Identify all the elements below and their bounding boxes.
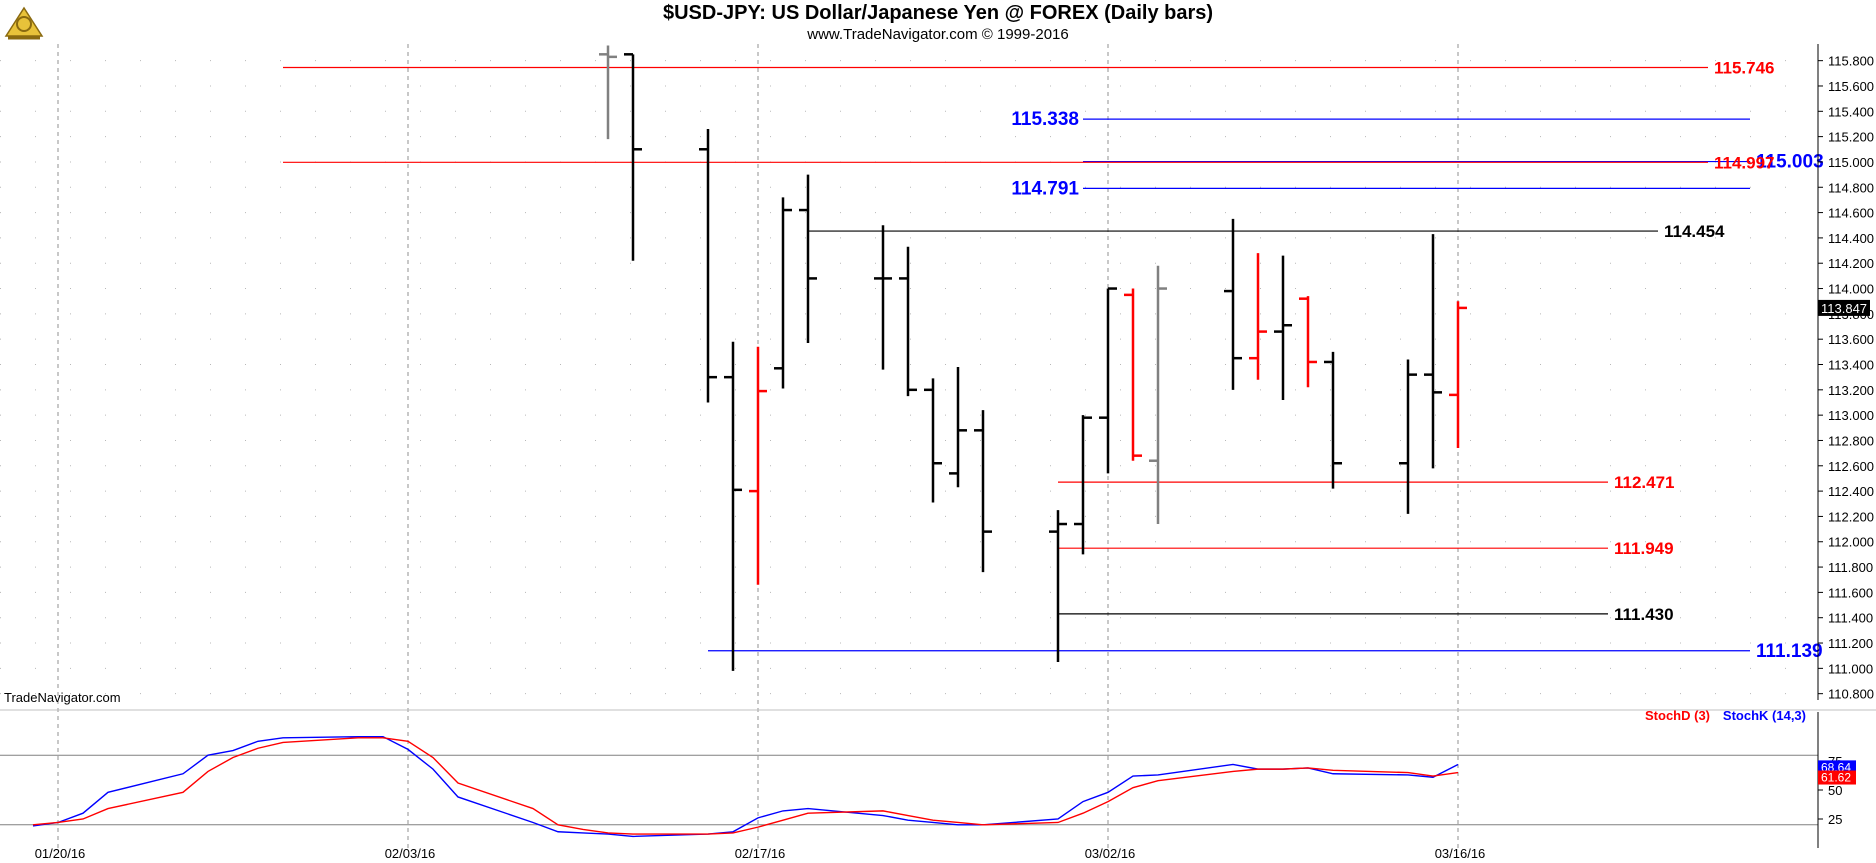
ohlc-bar — [899, 246, 917, 397]
ohlc-bar — [1299, 296, 1317, 388]
ohlc-bar — [774, 197, 792, 389]
price-tick-label: 112.800 — [1828, 433, 1874, 448]
price-tick-label: 111.600 — [1828, 585, 1873, 600]
ohlc-bar — [974, 410, 992, 573]
price-tick-label: 115.400 — [1828, 104, 1874, 119]
ohlc-bar — [1099, 287, 1117, 474]
legend-stochd: StochD (3) — [1645, 708, 1710, 723]
price-tick-label: 115.800 — [1828, 54, 1874, 69]
stoch-series-line — [32, 737, 1459, 835]
ohlc-bar — [1399, 359, 1417, 514]
x-tick-label: 03/02/16 — [1085, 846, 1136, 861]
stoch-series-line — [32, 735, 1459, 838]
level-label: 111.949 — [1614, 539, 1674, 558]
ohlc-bar — [1449, 301, 1467, 449]
ohlc-bar — [1124, 288, 1142, 461]
price-tick-label: 114.600 — [1828, 206, 1874, 221]
price-tick-label: 112.200 — [1828, 509, 1874, 524]
stoch-tick-label: 50 — [1828, 783, 1842, 798]
ohlc-bar — [749, 346, 767, 585]
price-tick-label: 113.000 — [1828, 408, 1874, 423]
price-tick-label: 115.000 — [1828, 155, 1874, 170]
price-tick-label: 111.400 — [1828, 611, 1873, 626]
price-grid — [0, 44, 1818, 848]
ohlc-bar — [924, 378, 942, 503]
ohlc-bar — [1249, 253, 1267, 380]
price-tick-label: 115.600 — [1828, 79, 1874, 94]
level-label: 114.997 — [1714, 153, 1775, 172]
price-tick-label: 113.400 — [1828, 358, 1874, 373]
stochd-value-box — [1818, 770, 1856, 785]
level-label: 114.791 — [1011, 178, 1079, 199]
ohlc-bar — [624, 53, 642, 261]
ohlc-bar — [599, 45, 617, 140]
ohlc-bar — [1224, 218, 1242, 390]
price-tick-label: 114.200 — [1828, 256, 1874, 271]
x-tick-label: 03/16/16 — [1435, 846, 1486, 861]
level-label: 115.338 — [1011, 109, 1079, 130]
price-tick-label: 110.800 — [1828, 687, 1874, 702]
price-tick-label: 114.800 — [1828, 180, 1874, 195]
axes: 01/20/16 02/03/16 02/17/16 03/02/16 03/16/16… — [0, 44, 1876, 861]
x-tick-label: 02/03/16 — [385, 846, 436, 861]
last-price-box — [1818, 299, 1870, 316]
price-tick-label: 113.200 — [1828, 383, 1874, 398]
ohlc-bar — [1149, 265, 1167, 525]
price-tick-label: 112.000 — [1828, 535, 1874, 550]
x-tick-label: 01/20/16 — [35, 846, 86, 861]
price-tick-label: 114.400 — [1828, 231, 1874, 246]
ohlc-bar — [949, 367, 967, 488]
price-tick-label: 111.200 — [1828, 636, 1873, 651]
price-tick-label: 113.600 — [1828, 332, 1874, 347]
legend-stochk: StochK (14,3) — [1723, 708, 1806, 723]
ohlc-bar — [1424, 234, 1442, 469]
x-tick-label: 02/17/16 — [735, 846, 786, 861]
ohlc-bar — [1324, 351, 1342, 489]
price-tick-label: 114.000 — [1828, 282, 1874, 297]
ohlc-bar — [874, 225, 892, 370]
last-price-label: 113.847 — [1821, 301, 1867, 316]
chart-subtitle: www.TradeNavigator.com © 1999-2016 — [807, 26, 1069, 43]
sextant-logo-icon — [4, 6, 44, 40]
watermark: TradeNavigator.com — [4, 690, 121, 705]
level-label: 112.471 — [1614, 473, 1675, 492]
ohlc-bar — [1049, 510, 1067, 663]
price-tick-label: 111.000 — [1828, 661, 1873, 676]
price-tick-label: 111.800 — [1828, 560, 1873, 575]
stoch-tick-label: 25 — [1828, 812, 1842, 827]
chart-title: $USD-JPY: US Dollar/Japanese Yen @ FOREX… — [662, 2, 1214, 24]
ohlc-bar — [699, 129, 717, 403]
level-label: 115.003 — [1756, 152, 1824, 173]
ohlc-bar — [1274, 255, 1292, 400]
price-tick-label: 112.600 — [1828, 459, 1874, 474]
stochd-value-label: 61.62 — [1821, 771, 1851, 785]
ohlc-bar — [724, 341, 742, 671]
price-bars — [599, 45, 1467, 671]
level-label: 114.454 — [1664, 222, 1725, 241]
ohlc-bar — [799, 174, 817, 343]
price-tick-label: 115.200 — [1828, 130, 1874, 145]
level-label: 111.139 — [1756, 641, 1823, 662]
level-label: 111.430 — [1614, 605, 1674, 624]
level-label: 115.746 — [1714, 58, 1775, 77]
ohlc-bar — [1074, 415, 1092, 555]
price-tick-label: 112.400 — [1828, 484, 1874, 499]
